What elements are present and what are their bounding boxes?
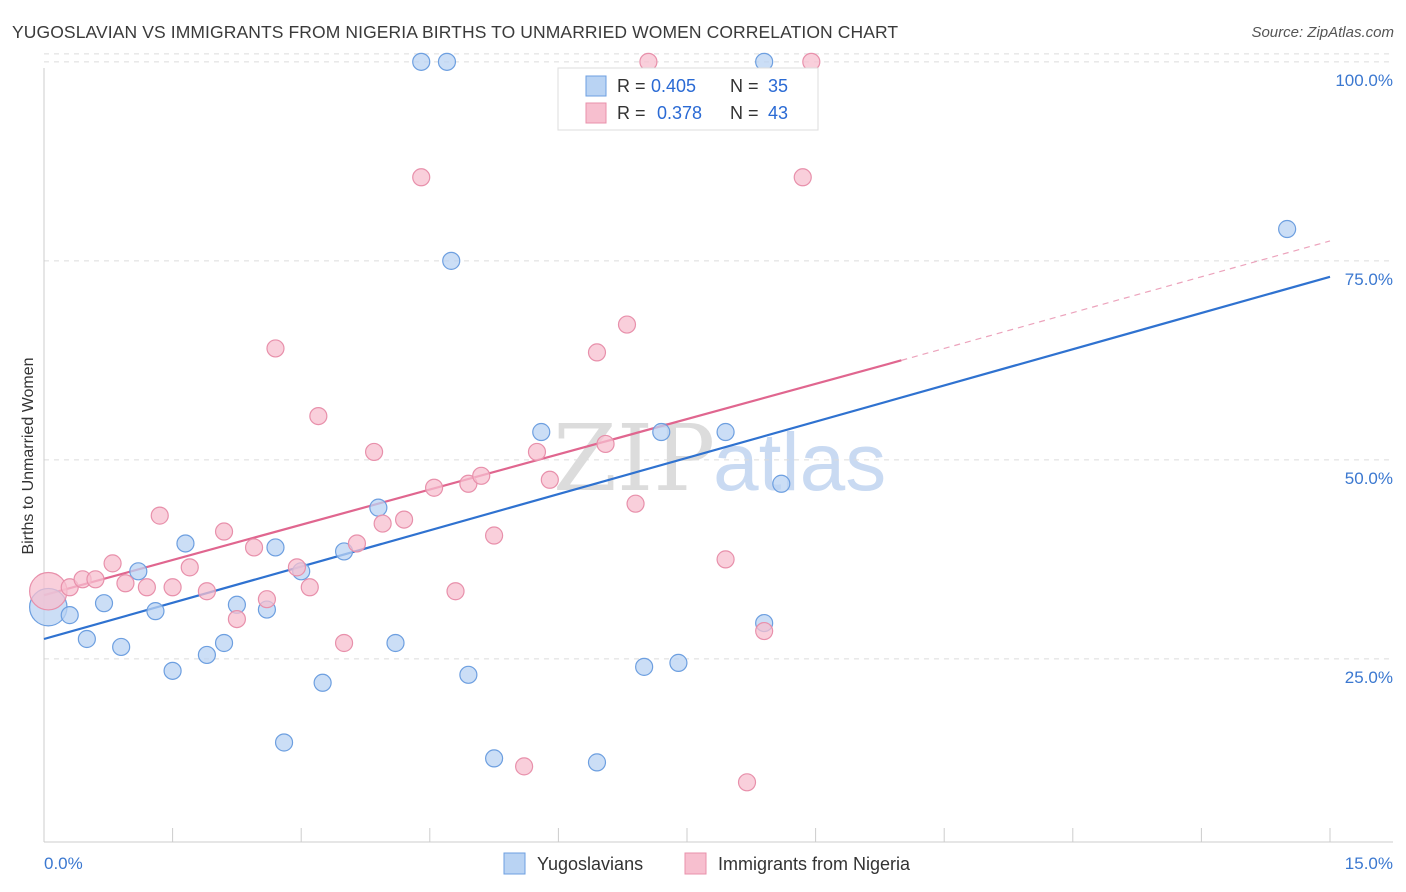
point-blue-28 [652, 422, 671, 442]
point-blue-15 [274, 733, 294, 752]
point-pink-11 [214, 522, 234, 541]
trend-line-blue [43, 275, 1331, 641]
point-pink-0 [28, 571, 68, 611]
legend-swatch-blue [585, 75, 607, 97]
point-blue-18 [369, 498, 388, 517]
legend-r-label-2: R = [617, 103, 646, 123]
bottom-legend-swatch-blue [503, 852, 526, 875]
point-pink-25 [424, 478, 444, 497]
point-pink-17 [300, 578, 319, 597]
point-pink-40 [755, 621, 774, 641]
point-blue-26 [587, 753, 607, 772]
bottom-legend-label-yugoslavians: Yugoslavians [537, 854, 643, 874]
point-pink-39 [737, 773, 757, 792]
point-blue-21 [437, 52, 457, 71]
point-pink-10 [197, 582, 216, 601]
point-blue-13 [266, 538, 285, 557]
legend-n-value-2: 43 [768, 103, 788, 123]
point-blue-27 [635, 657, 654, 676]
bottom-legend-swatch-pink [684, 852, 707, 875]
y-tick-label-25: 25.0% [1345, 668, 1393, 687]
point-pink-23 [394, 510, 414, 529]
point-blue-9 [197, 645, 216, 665]
point-blue-4 [112, 637, 131, 657]
grid [44, 53, 1393, 660]
legend-n-value-1: 35 [768, 76, 788, 96]
point-blue-2 [77, 629, 96, 649]
point-blue-7 [163, 661, 182, 680]
point-pink-7 [150, 506, 169, 525]
point-pink-21 [364, 442, 384, 462]
point-pink-13 [244, 538, 264, 557]
point-pink-31 [540, 470, 559, 489]
chart-title: YUGOSLAVIAN VS IMMIGRANTS FROM NIGERIA B… [12, 22, 899, 42]
point-pink-35 [596, 434, 615, 454]
point-blue-10 [214, 633, 234, 653]
point-pink-26 [446, 582, 465, 601]
point-blue-25 [532, 422, 551, 442]
point-pink-18 [309, 406, 328, 426]
legend: R = 0.405 N = 35 R = 0.378 N = 43 [557, 67, 819, 131]
point-pink-14 [257, 590, 277, 609]
point-pink-34 [617, 315, 637, 334]
point-blue-29 [669, 653, 688, 672]
point-blue-22 [442, 251, 461, 270]
point-pink-4 [103, 554, 122, 573]
point-blue-30 [716, 422, 735, 442]
point-pink-41 [793, 168, 812, 187]
point-pink-29 [485, 526, 504, 545]
point-pink-28 [472, 466, 491, 485]
trend-extension-pink [901, 240, 1331, 361]
point-pink-20 [347, 534, 367, 553]
y-tick-label-50: 50.0% [1345, 469, 1393, 488]
point-pink-19 [334, 633, 354, 653]
legend-r-value-2: 0.378 [657, 103, 702, 123]
point-pink-5 [116, 574, 135, 593]
point-blue-16 [313, 673, 332, 692]
point-blue-23 [459, 665, 478, 684]
point-pink-16 [287, 558, 307, 577]
source-credit: Source: ZipAtlas.com [1251, 24, 1394, 41]
bottom-legend: Yugoslavians Immigrants from Nigeria [503, 852, 911, 875]
point-pink-32 [515, 757, 534, 776]
point-pink-22 [373, 514, 392, 533]
point-pink-24 [412, 168, 431, 187]
point-blue-1 [60, 606, 79, 625]
point-pink-3 [86, 570, 105, 589]
point-blue-6 [146, 602, 165, 621]
point-blue-31 [772, 474, 791, 493]
legend-r-value-1: 0.405 [651, 76, 696, 96]
point-blue-20 [412, 52, 431, 71]
bottom-legend-label-nigeria: Immigrants from Nigeria [718, 854, 911, 874]
watermark-atlas: atlas [713, 417, 886, 508]
axes [43, 68, 1393, 843]
point-blue-5 [129, 562, 148, 581]
point-blue-24 [485, 749, 504, 768]
point-pink-33 [587, 343, 607, 362]
point-pink-9 [180, 558, 199, 577]
x-tick-label-max: 15.0% [1345, 854, 1393, 873]
point-blue-19 [386, 633, 405, 653]
point-pink-36 [626, 494, 645, 513]
point-blue-34 [1278, 219, 1297, 239]
point-pink-15 [266, 339, 285, 358]
y-axis-label: Births to Unmarried Women [20, 357, 37, 554]
legend-swatch-pink [585, 102, 607, 124]
point-pink-30 [527, 442, 547, 462]
data-points [28, 52, 1297, 792]
y-tick-label-75: 75.0% [1345, 270, 1393, 289]
point-blue-3 [94, 594, 114, 613]
y-tick-label-100: 100.0% [1335, 71, 1393, 90]
point-pink-8 [163, 578, 182, 597]
legend-n-label-2: N = [730, 103, 759, 123]
x-tick-label-min: 0.0% [44, 854, 83, 873]
point-blue-8 [176, 534, 195, 553]
legend-n-label-1: N = [730, 76, 759, 96]
point-pink-6 [137, 578, 156, 597]
point-pink-38 [716, 550, 735, 569]
legend-r-label-1: R = [617, 76, 646, 96]
point-pink-12 [227, 609, 246, 629]
